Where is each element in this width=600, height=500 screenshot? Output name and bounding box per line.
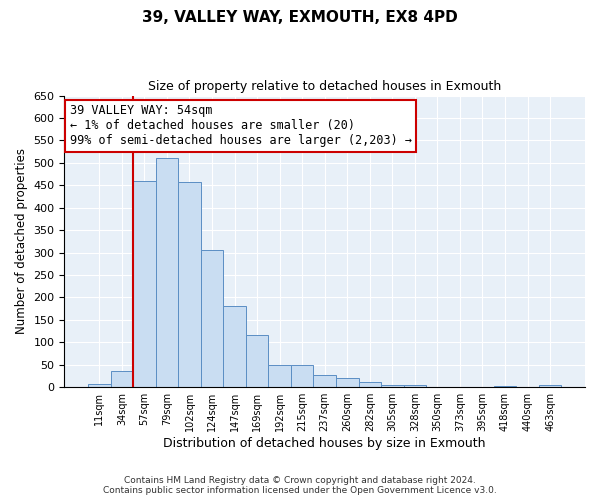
Y-axis label: Number of detached properties: Number of detached properties [15, 148, 28, 334]
X-axis label: Distribution of detached houses by size in Exmouth: Distribution of detached houses by size … [163, 437, 486, 450]
Bar [178, 182, 201, 387]
Bar [494, 386, 516, 387]
Bar [133, 181, 155, 387]
Bar [336, 378, 359, 387]
Bar [223, 306, 246, 387]
Bar [313, 374, 336, 387]
Bar [359, 382, 381, 387]
Bar [539, 385, 562, 387]
Text: Contains HM Land Registry data © Crown copyright and database right 2024.
Contai: Contains HM Land Registry data © Crown c… [103, 476, 497, 495]
Text: 39, VALLEY WAY, EXMOUTH, EX8 4PD: 39, VALLEY WAY, EXMOUTH, EX8 4PD [142, 10, 458, 25]
Bar [88, 384, 110, 387]
Bar [291, 365, 313, 387]
Text: 39 VALLEY WAY: 54sqm
← 1% of detached houses are smaller (20)
99% of semi-detach: 39 VALLEY WAY: 54sqm ← 1% of detached ho… [70, 104, 412, 148]
Bar [155, 158, 178, 387]
Bar [201, 250, 223, 387]
Title: Size of property relative to detached houses in Exmouth: Size of property relative to detached ho… [148, 80, 502, 93]
Bar [381, 386, 404, 387]
Bar [110, 371, 133, 387]
Bar [268, 365, 291, 387]
Bar [404, 386, 426, 387]
Bar [246, 335, 268, 387]
